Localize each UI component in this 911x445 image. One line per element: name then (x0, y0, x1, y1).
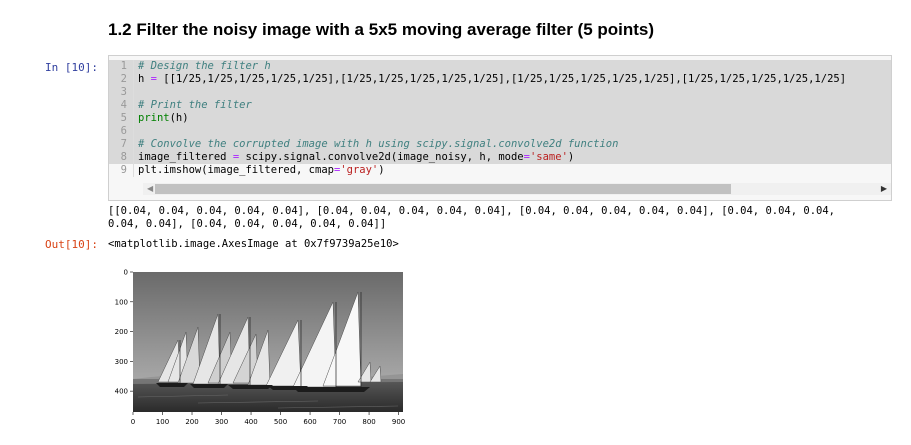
line-number: 3 (109, 86, 134, 99)
line-number: 2 (109, 73, 134, 86)
output-repr: <matplotlib.image.AxesImage at 0x7f9739a… (108, 238, 399, 250)
x-axis: 0 100 200 300 400 500 600 700 800 900 (131, 412, 405, 426)
line-number: 8 (109, 151, 134, 164)
y-tick-label: 400 (115, 388, 128, 396)
x-tick-marks (132, 412, 399, 415)
code-comment: # Design the filter h (138, 60, 271, 72)
x-tick-label: 400 (244, 418, 257, 426)
code-builtin: print (138, 112, 170, 124)
x-tick-label: 900 (392, 418, 405, 426)
code-operator: = (150, 73, 157, 85)
code-line-7[interactable]: 7 # Convolve the corrupted image with h u… (109, 138, 891, 151)
code-line-8[interactable]: 8 image_filtered = scipy.signal.convolve2… (109, 151, 891, 164)
code-token: [[1/25,1/25,1/25,1/25,1/25],[1/25,1/25,1… (156, 73, 847, 85)
code-line-9[interactable]: 9 plt.imshow(image_filtered, cmap='gray') (109, 164, 891, 177)
x-tick-label: 800 (362, 418, 375, 426)
code-operator: = (523, 151, 530, 163)
code-string: 'same' (529, 151, 568, 163)
code-line-1[interactable]: 1 # Design the filter h (109, 60, 891, 73)
line-number: 4 (109, 99, 134, 112)
code-token: h (138, 73, 151, 85)
code-line-4[interactable]: 4 # Print the filter (109, 99, 891, 112)
y-axis: 0 100 200 300 400 (115, 269, 133, 396)
y-tick-label: 200 (115, 328, 128, 336)
line-number: 1 (109, 60, 134, 73)
scroll-right-icon[interactable]: ▶ (880, 184, 887, 193)
line-number: 7 (109, 138, 134, 151)
code-token: image_filtered (138, 151, 233, 163)
code-comment: # Convolve the corrupted image with h us… (138, 138, 619, 150)
y-tick-marks (130, 271, 133, 392)
x-tick-labels: 0 100 200 300 400 500 600 700 800 900 (131, 418, 405, 426)
y-tick-label: 100 (115, 298, 128, 306)
x-tick-label: 100 (156, 418, 169, 426)
stdout-output: [[0.04, 0.04, 0.04, 0.04, 0.04], [0.04, … (108, 205, 835, 230)
code-comment: # Print the filter (138, 99, 252, 111)
output-prompt: Out[10]: (45, 238, 98, 251)
code-operator: = (333, 164, 341, 176)
y-tick-labels: 0 100 200 300 400 (115, 269, 128, 396)
code-line-5[interactable]: 5 print(h) (109, 112, 891, 125)
axes-image (133, 272, 403, 412)
x-tick-label: 200 (185, 418, 198, 426)
x-tick-label: 500 (274, 418, 287, 426)
code-token: ) (567, 151, 575, 163)
scrollbar-thumb[interactable] (155, 184, 731, 194)
scroll-left-icon[interactable]: ◀ (147, 184, 154, 193)
x-tick-label: 300 (215, 418, 228, 426)
code-token: ) (378, 164, 385, 176)
line-number: 9 (109, 164, 134, 177)
input-prompt: In [10]: (45, 61, 98, 74)
line-number: 6 (109, 125, 134, 138)
code-token: scipy.signal.convolve2d(image_noisy, h, … (239, 151, 524, 163)
code-line-6[interactable]: 6 (109, 125, 891, 138)
code-token: plt.imshow(image_filtered, cmap (138, 164, 334, 176)
x-tick-label: 700 (333, 418, 346, 426)
x-tick-label: 0 (131, 418, 135, 426)
section-heading: 1.2 Filter the noisy image with a 5x5 mo… (108, 20, 655, 39)
code-string: 'gray' (340, 164, 379, 176)
code-token: (h) (169, 112, 189, 124)
line-number: 5 (109, 112, 134, 125)
y-tick-label: 0 (124, 269, 128, 277)
horizontal-scrollbar[interactable]: ◀ ▶ (143, 183, 891, 195)
imshow-plot: 0 100 200 300 400 500 600 700 800 900 0 100 200 300 4… (115, 269, 406, 427)
code-line-3[interactable]: 3 (109, 86, 891, 99)
y-tick-label: 300 (115, 358, 128, 366)
x-tick-label: 600 (303, 418, 316, 426)
code-operator: = (232, 151, 240, 163)
